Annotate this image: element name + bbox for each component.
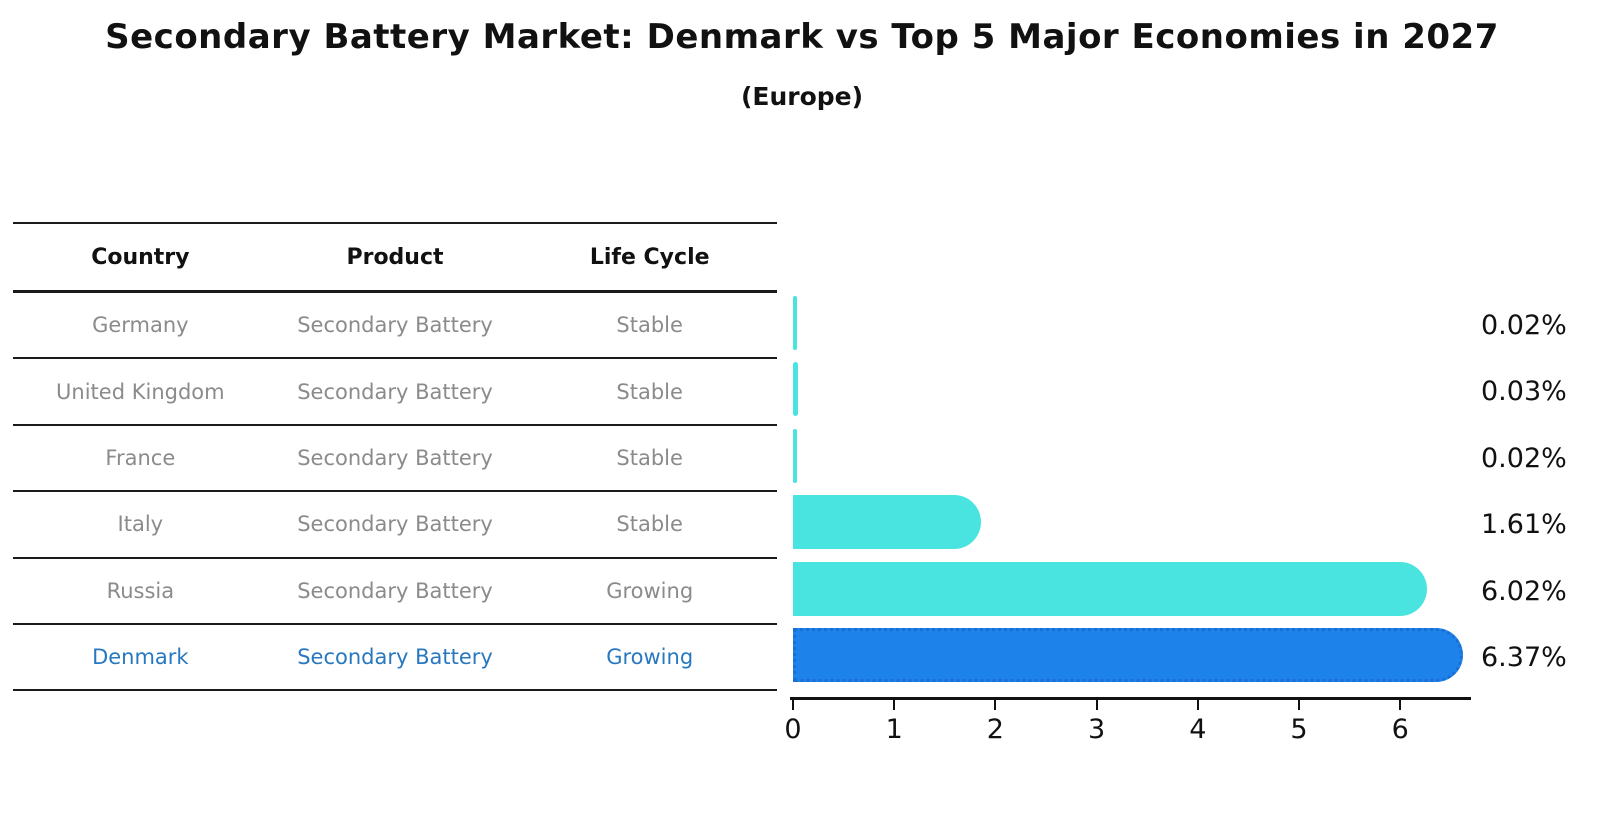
cell-product: Secondary Battery — [297, 445, 493, 470]
x-axis-line — [790, 697, 1471, 700]
x-tick-label-2: 2 — [986, 714, 1004, 745]
cell-life-cycle: Stable — [616, 445, 683, 470]
table-row-divider — [13, 556, 777, 559]
bar-russia — [793, 561, 1428, 616]
cell-country: United Kingdom — [56, 379, 225, 404]
x-tick-mark-4 — [1196, 700, 1199, 710]
cell-product: Secondary Battery — [297, 645, 493, 670]
value-label-russia: 6.02% — [1481, 575, 1567, 607]
table-top-border — [13, 222, 777, 224]
x-tick-mark-6 — [1399, 700, 1402, 710]
table-row-russia: Russia Secondary Battery Growing — [13, 559, 777, 623]
table-row-divider — [13, 622, 777, 625]
cell-life-cycle: Stable — [616, 512, 683, 537]
table-row-germany: Germany Secondary Battery Stable — [13, 293, 777, 357]
chart-subtitle: (Europe) — [740, 82, 864, 111]
cell-life-cycle: Stable — [616, 379, 683, 404]
x-tick-mark-5 — [1298, 700, 1300, 710]
column-header-life-cycle: Life Cycle — [589, 244, 710, 270]
bar-france — [793, 428, 798, 483]
cell-product: Secondary Battery — [297, 313, 493, 338]
table-header-row: Country Product Life Cycle — [13, 224, 777, 290]
table-row-divider — [13, 357, 777, 360]
value-label-france: 0.02% — [1481, 442, 1567, 474]
table-row-denmark: Denmark Secondary Battery Growing — [13, 625, 777, 689]
x-tick-mark-3 — [1095, 700, 1098, 710]
column-header-product: Product — [346, 244, 444, 270]
chart-title: Secondary Battery Market: Denmark vs Top… — [105, 17, 1499, 57]
table-row-divider — [13, 423, 777, 426]
x-tick-label-5: 5 — [1290, 714, 1308, 745]
cell-product: Secondary Battery — [297, 578, 493, 603]
x-tick-mark-1 — [893, 700, 896, 710]
x-tick-label-6: 6 — [1391, 714, 1409, 745]
cell-life-cycle: Stable — [616, 313, 683, 338]
value-label-denmark: 6.37% — [1481, 642, 1567, 673]
value-label-united-kingdom: 0.03% — [1481, 376, 1567, 408]
table-body: Germany Secondary Battery Stable United Kin… — [13, 293, 777, 692]
cell-product: Secondary Battery — [297, 512, 493, 537]
x-tick-mark-0 — [792, 700, 794, 710]
value-label-italy: 1.61% — [1481, 509, 1567, 541]
x-tick-label-4: 4 — [1189, 714, 1207, 745]
table-row-united-kingdom: United Kingdom Secondary Battery Stable — [13, 359, 777, 423]
x-tick-label-1: 1 — [885, 714, 903, 745]
country-info-table: Country Product Life Cycle Germany Second… — [13, 222, 777, 692]
value-label-germany: 0.02% — [1481, 310, 1567, 341]
cell-life-cycle: Growing — [606, 578, 694, 603]
x-tick-mark-2 — [994, 700, 997, 710]
x-tick-label-0: 0 — [784, 714, 802, 745]
x-tick-label-3: 3 — [1088, 714, 1106, 745]
bar-denmark — [793, 628, 1463, 682]
table-row-france: France Secondary Battery Stable — [13, 426, 777, 490]
bar-italy — [793, 495, 981, 550]
bar-germany — [793, 296, 798, 350]
column-header-country: Country — [91, 244, 190, 270]
table-row-divider — [13, 490, 777, 493]
cell-product: Secondary Battery — [297, 379, 493, 404]
table-header-divider — [13, 290, 777, 293]
cell-country: France — [105, 445, 176, 470]
cell-life-cycle: Growing — [606, 645, 694, 670]
table-bottom-border — [13, 689, 777, 692]
cell-country: Germany — [92, 313, 189, 338]
table-row-italy: Italy Secondary Battery Stable — [13, 492, 777, 556]
cell-country: Denmark — [92, 645, 189, 670]
bar-united-kingdom — [793, 362, 799, 417]
cell-country: Italy — [117, 512, 164, 537]
cell-country: Russia — [106, 578, 175, 603]
